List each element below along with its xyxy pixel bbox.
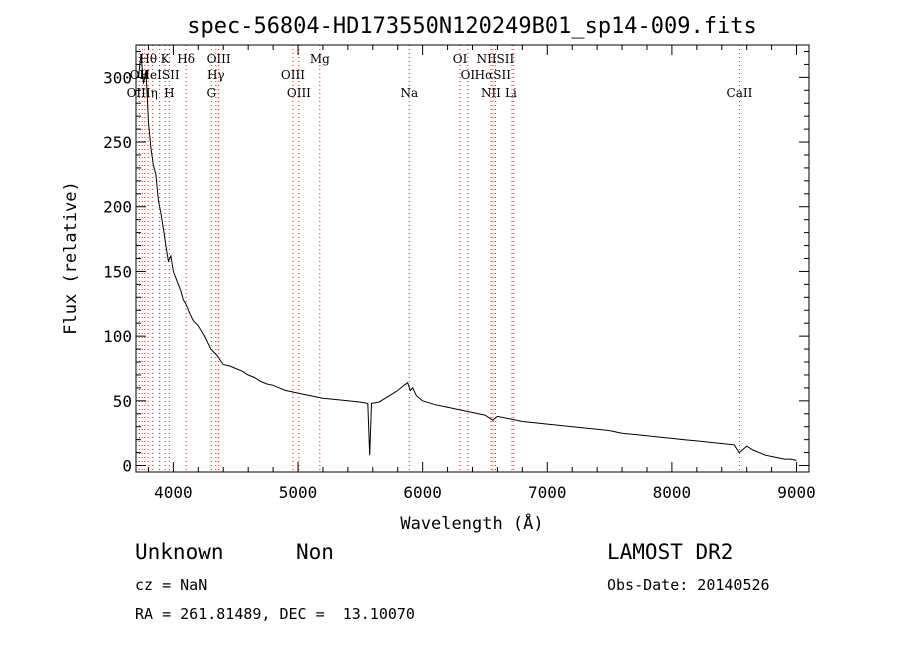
- object-class: Unknown: [135, 540, 224, 564]
- x-tick-label: 9000: [777, 483, 816, 502]
- line-label: K: [161, 52, 171, 66]
- y-tick-label: 100: [103, 327, 132, 346]
- line-label: H: [164, 86, 174, 100]
- object-subclass: Non: [296, 540, 334, 564]
- observation-date: Obs-Date: 20140526: [607, 576, 770, 594]
- x-tick-label: 4000: [154, 483, 193, 502]
- coordinates: RA = 261.81489, DEC = 13.10070: [135, 605, 415, 623]
- x-tick-label: 6000: [403, 483, 442, 502]
- emission-line-markers: [138, 45, 740, 472]
- x-tick-label: 5000: [279, 483, 318, 502]
- line-label: OIII: [207, 52, 231, 66]
- line-label: Mg: [310, 52, 330, 66]
- x-tick-label: 7000: [528, 483, 567, 502]
- y-axis-label: Flux (relative): [61, 181, 81, 335]
- y-tick-label: 250: [103, 133, 132, 152]
- line-label: OI: [461, 68, 476, 82]
- chart-title: spec-56804-HD173550N120249B01_sp14-009.f…: [187, 14, 757, 39]
- survey-name: LAMOST DR2: [607, 540, 734, 564]
- y-tick-label: 300: [103, 68, 132, 87]
- x-axis-label: Wavelength (Å): [400, 512, 543, 534]
- line-label: CaII: [727, 86, 753, 100]
- y-tick-label: 0: [122, 457, 132, 476]
- line-label: Na: [400, 86, 418, 100]
- line-label: OI: [453, 52, 468, 66]
- y-tick-label: 50: [113, 392, 132, 411]
- line-label: Hθ: [139, 52, 157, 66]
- line-label: HαSII: [475, 68, 512, 82]
- line-label: OIII: [281, 68, 305, 82]
- y-tick-label: 200: [103, 198, 132, 217]
- axis-ticks: 4000 5000 6000 7000 8000 9000 0 50 100 150 200 250 3…: [103, 45, 816, 502]
- y-tick-label: 150: [103, 262, 132, 281]
- line-label: NIISII: [477, 52, 515, 66]
- line-label: HeISII: [140, 68, 180, 82]
- line-label: Hγ: [207, 68, 225, 82]
- line-label: G: [206, 86, 216, 100]
- spectrum-series-line: [138, 54, 797, 461]
- plot-frame: [135, 44, 810, 473]
- line-label: NII: [481, 86, 501, 100]
- spectrum-chart: spec-56804-HD173550N120249B01_sp14-009.f…: [61, 14, 816, 534]
- line-label: Hδ: [177, 52, 195, 66]
- line-label: OIII: [287, 86, 311, 100]
- redshift-cz: cz = NaN: [135, 576, 208, 594]
- line-label: OIIIη: [127, 86, 158, 100]
- x-tick-label: 8000: [653, 483, 692, 502]
- line-label: Li: [505, 86, 517, 100]
